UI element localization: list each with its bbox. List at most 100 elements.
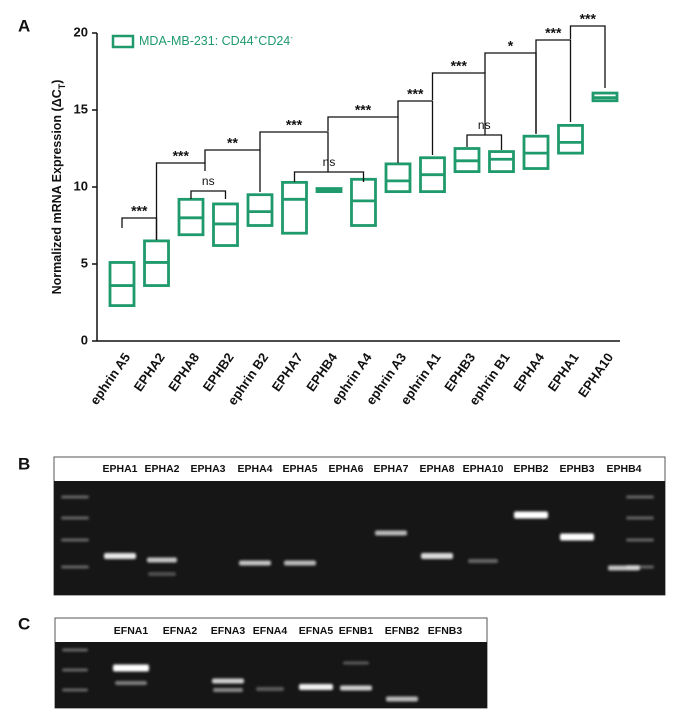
gel-band [468, 559, 498, 563]
significance-bracket [569, 25, 606, 88]
x-tick-label: EPHA8 [165, 350, 202, 394]
legend-swatch [111, 34, 135, 49]
significance-label: *** [580, 11, 597, 27]
lane-label: EPHA7 [373, 463, 408, 475]
panel-label: C [18, 614, 30, 633]
lane-label: EPHB4 [606, 463, 641, 475]
significance-bracket [293, 171, 365, 182]
gel-band [113, 664, 149, 672]
lane-label: EPHB2 [513, 463, 548, 475]
legend-part: - [290, 33, 293, 42]
legend-part: MDA-MB-231: CD44 [139, 34, 254, 48]
lane-label: EFNB3 [428, 625, 463, 637]
gel-band [386, 696, 418, 702]
y-tick-label: 20 [74, 24, 88, 39]
x-tick-label: EPHB2 [200, 350, 237, 394]
significance-bracket [466, 134, 503, 150]
legend-label: MDA-MB-231: CD44+CD24- [139, 33, 293, 49]
box [281, 180, 308, 235]
gel-band [62, 668, 88, 672]
lane-label: EPHA4 [237, 463, 272, 475]
box [384, 162, 412, 194]
significance-label: *** [286, 117, 303, 133]
x-tick-label: EPHA10 [575, 350, 616, 400]
panel-label: B [18, 454, 30, 473]
gel-band [213, 688, 243, 692]
significance-bracket [535, 39, 572, 134]
gel-band [284, 560, 316, 566]
significance-label: ** [227, 135, 238, 151]
gel-band [343, 661, 369, 665]
lane-label: EPHA3 [190, 463, 225, 475]
lane-label: EFNA1 [114, 625, 149, 637]
significance-bracket [431, 72, 486, 135]
lane-label: EFNA2 [163, 625, 198, 637]
significance-label: * [508, 38, 514, 54]
gel-band [62, 648, 88, 652]
lane-label: EPHA5 [282, 463, 317, 475]
gel-band [256, 687, 284, 691]
significance-bracket [259, 131, 329, 172]
x-tick-label: EPHB3 [441, 350, 478, 394]
significance-label: *** [131, 203, 148, 219]
significance-label: *** [451, 58, 468, 74]
box [488, 150, 515, 174]
significance-bracket [327, 116, 399, 163]
gel-band [148, 572, 176, 576]
gel-band [626, 516, 654, 520]
gel-band [61, 495, 89, 499]
gel-band [212, 678, 244, 684]
gel-band [340, 685, 372, 691]
gel-band [115, 681, 147, 685]
y-tick-label: 5 [81, 255, 88, 270]
significance-label: *** [407, 86, 424, 102]
panel-label: A [18, 16, 30, 35]
gel-band [626, 538, 654, 542]
x-tick-label: EPHB4 [303, 349, 341, 394]
lane-label: EPHA10 [463, 463, 504, 475]
significance-label: *** [355, 102, 372, 118]
gel-band [560, 533, 594, 541]
gel-band [626, 495, 654, 499]
significance-bracket [155, 162, 206, 240]
gel-band [147, 557, 177, 563]
lane-label: EPHA1 [102, 463, 137, 475]
significance-bracket [397, 100, 434, 155]
significance-label: ns [478, 118, 491, 132]
y-tick-label: 10 [74, 178, 88, 193]
y-axis-label: Normalized mRNA Expression (ΔCT) [50, 80, 67, 295]
significance-bracket [190, 190, 227, 199]
gel-band [104, 553, 136, 559]
y-label-part: T [57, 83, 67, 89]
significance-bracket [484, 52, 537, 133]
legend-part: + [254, 33, 259, 42]
box [108, 261, 136, 307]
gel-band [239, 560, 271, 566]
significance-label: ns [202, 174, 215, 188]
legend-part: CD24 [258, 34, 290, 48]
significance-bracket [204, 149, 261, 192]
gel-band [61, 565, 89, 569]
x-tick-label: EPHA4 [510, 349, 548, 394]
significance-label: ns [323, 155, 336, 169]
box [246, 193, 274, 227]
gel-band [62, 688, 88, 692]
lane-label: EPHA8 [419, 463, 454, 475]
y-label-part: Normalized mRNA Expression (ΔC [50, 89, 64, 294]
significance-label: *** [173, 148, 190, 164]
lane-label: EFNA3 [211, 625, 246, 637]
gel-band [375, 530, 407, 536]
significance-label: *** [545, 25, 562, 41]
lane-label: EPHB3 [559, 463, 594, 475]
y-tick-label: 15 [74, 101, 88, 116]
gel-band [299, 684, 333, 690]
box [350, 177, 377, 227]
gel-band [608, 565, 640, 571]
gel-band [514, 511, 548, 519]
x-tick-label: EPHA1 [545, 350, 582, 394]
gel-image [55, 642, 487, 708]
gel-band [61, 516, 89, 520]
lane-label: EFNA5 [299, 625, 334, 637]
y-label-part: ) [50, 80, 64, 84]
